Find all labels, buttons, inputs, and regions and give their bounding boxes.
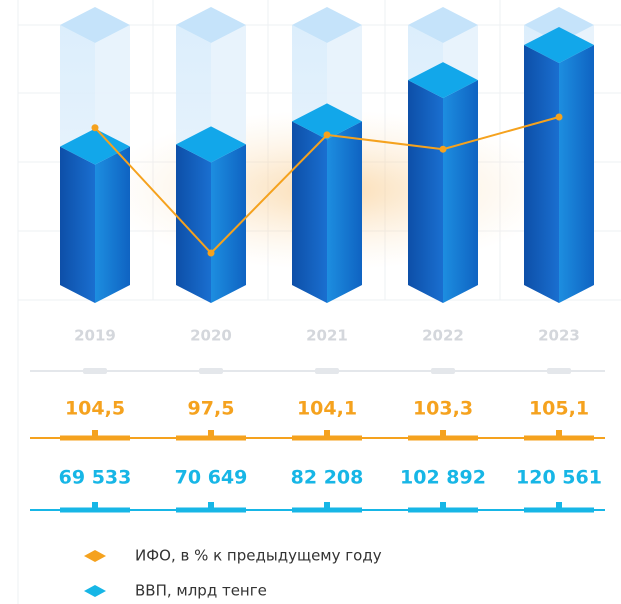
bar-right [443, 80, 478, 304]
tick [199, 368, 223, 374]
tick [315, 368, 339, 374]
bar-top [524, 7, 594, 43]
tick [83, 368, 107, 374]
bar [524, 27, 594, 303]
legend-label: ВВП, млрд тенге [135, 582, 267, 600]
tick [547, 368, 571, 374]
bar-right [95, 146, 130, 303]
x-tick-label: 2021 [306, 327, 348, 345]
bar-top [176, 126, 246, 163]
value-label: 103,3 [413, 398, 473, 420]
tick [440, 502, 446, 510]
bar-right [559, 45, 594, 303]
legend-marker [84, 550, 106, 562]
line-point [439, 145, 447, 153]
tick [92, 502, 98, 510]
bar [60, 128, 130, 303]
bar-left [524, 45, 559, 303]
bar-right [327, 121, 362, 304]
tick [556, 502, 562, 510]
tick [92, 430, 98, 438]
tick [556, 430, 562, 438]
value-label: 70 649 [175, 467, 248, 489]
value-label: 105,1 [529, 398, 589, 420]
bar-top [408, 62, 478, 99]
value-label: 69 533 [59, 467, 132, 489]
legend-label: ИФО, в % к предыдущему году [135, 547, 382, 565]
bar-left [292, 121, 327, 304]
tick [324, 430, 330, 438]
bar-left [60, 146, 95, 303]
bar [292, 103, 362, 304]
x-tick-label: 2023 [538, 327, 580, 345]
x-tick-label: 2020 [190, 327, 232, 345]
line-point [555, 113, 563, 121]
tick [208, 502, 214, 510]
x-tick-label: 2022 [422, 327, 464, 345]
bar-top [408, 7, 478, 43]
bar-top [292, 7, 362, 43]
value-label: 82 208 [291, 467, 364, 489]
bar-top [60, 7, 130, 43]
bar-right [211, 144, 246, 303]
value-label: 104,1 [297, 398, 357, 420]
bar-top [176, 7, 246, 43]
line-point [323, 131, 331, 139]
bar [176, 126, 246, 303]
tick [431, 368, 455, 374]
tick [208, 430, 214, 438]
line-point [91, 124, 99, 132]
bar-top [524, 27, 594, 63]
bar [408, 62, 478, 304]
legend-marker [84, 585, 106, 597]
line-point [207, 249, 215, 257]
x-tick-label: 2019 [74, 327, 116, 345]
value-label: 104,5 [65, 398, 125, 420]
tick [440, 430, 446, 438]
value-label: 120 561 [516, 467, 602, 489]
value-label: 102 892 [400, 467, 486, 489]
bar-left [408, 80, 443, 304]
tick [324, 502, 330, 510]
value-label: 97,5 [188, 398, 235, 420]
bar-left [176, 144, 211, 303]
bar-top [60, 128, 130, 165]
bar-top [292, 103, 362, 140]
